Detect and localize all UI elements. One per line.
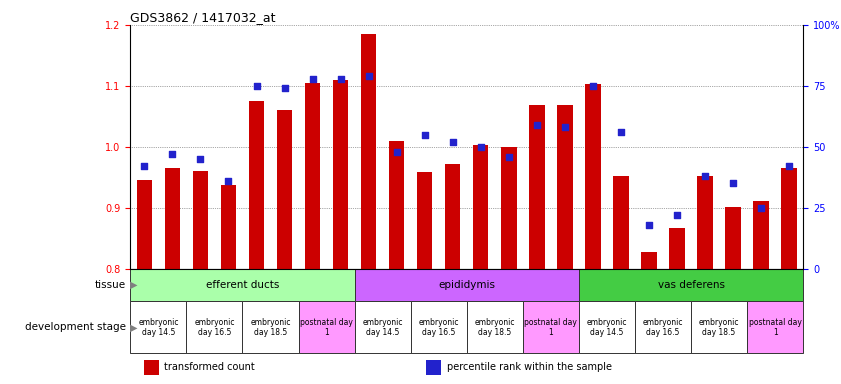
Bar bbox=[557, 106, 573, 269]
Bar bbox=[130, 269, 355, 301]
Bar bbox=[304, 83, 320, 269]
Point bbox=[278, 85, 291, 91]
Point bbox=[558, 124, 572, 131]
Point bbox=[138, 163, 151, 169]
Bar bbox=[242, 301, 299, 353]
Point bbox=[446, 139, 459, 145]
Bar bbox=[193, 171, 208, 269]
Text: embryonic
day 14.5: embryonic day 14.5 bbox=[587, 318, 627, 337]
Text: embryonic
day 16.5: embryonic day 16.5 bbox=[643, 318, 683, 337]
Bar bbox=[613, 175, 628, 269]
Point bbox=[334, 76, 347, 82]
Bar bbox=[445, 164, 460, 269]
Bar bbox=[417, 172, 432, 269]
Bar bbox=[725, 207, 741, 269]
Text: ▶: ▶ bbox=[130, 322, 138, 333]
Bar bbox=[355, 269, 579, 301]
Bar bbox=[426, 360, 442, 375]
Bar bbox=[641, 252, 657, 269]
Text: GDS3862 / 1417032_at: GDS3862 / 1417032_at bbox=[130, 11, 276, 24]
Text: embryonic
day 14.5: embryonic day 14.5 bbox=[362, 318, 403, 337]
Bar bbox=[523, 301, 579, 353]
Bar bbox=[299, 301, 355, 353]
Bar bbox=[473, 145, 489, 269]
Bar bbox=[144, 360, 159, 375]
Text: epididymis: epididymis bbox=[438, 280, 495, 290]
Bar bbox=[501, 147, 516, 269]
Bar bbox=[697, 175, 712, 269]
Point bbox=[727, 180, 740, 187]
Bar bbox=[691, 301, 747, 353]
Point bbox=[614, 129, 627, 135]
Point bbox=[698, 173, 711, 179]
Bar bbox=[410, 301, 467, 353]
Point bbox=[390, 149, 404, 155]
Bar bbox=[669, 228, 685, 269]
Bar bbox=[249, 101, 264, 269]
Bar bbox=[136, 180, 152, 269]
Text: embryonic
day 18.5: embryonic day 18.5 bbox=[474, 318, 515, 337]
Text: postnatal day
1: postnatal day 1 bbox=[525, 318, 577, 337]
Point bbox=[193, 156, 207, 162]
Point bbox=[474, 144, 488, 150]
Point bbox=[782, 163, 796, 169]
Text: embryonic
day 14.5: embryonic day 14.5 bbox=[138, 318, 178, 337]
Text: percentile rank within the sample: percentile rank within the sample bbox=[447, 362, 611, 372]
Text: embryonic
day 18.5: embryonic day 18.5 bbox=[251, 318, 291, 337]
Text: vas deferens: vas deferens bbox=[658, 280, 725, 290]
Bar bbox=[165, 168, 180, 269]
Bar bbox=[220, 185, 236, 269]
Bar bbox=[585, 84, 600, 269]
Bar bbox=[389, 141, 405, 269]
Bar bbox=[277, 110, 292, 269]
Text: embryonic
day 16.5: embryonic day 16.5 bbox=[419, 318, 459, 337]
Point bbox=[670, 212, 684, 218]
Point bbox=[306, 76, 320, 82]
Bar bbox=[187, 301, 242, 353]
Bar bbox=[781, 168, 796, 269]
Bar bbox=[467, 301, 523, 353]
Point bbox=[166, 151, 179, 157]
Text: embryonic
day 16.5: embryonic day 16.5 bbox=[194, 318, 235, 337]
Point bbox=[530, 122, 543, 128]
Bar bbox=[754, 200, 769, 269]
Point bbox=[643, 222, 656, 228]
Bar bbox=[579, 301, 635, 353]
Text: embryonic
day 18.5: embryonic day 18.5 bbox=[699, 318, 739, 337]
Text: tissue: tissue bbox=[95, 280, 126, 290]
Bar bbox=[355, 301, 410, 353]
Point bbox=[222, 178, 235, 184]
Text: development stage: development stage bbox=[25, 322, 126, 333]
Bar bbox=[361, 34, 376, 269]
Bar bbox=[130, 301, 187, 353]
Text: postnatal day
1: postnatal day 1 bbox=[300, 318, 353, 337]
Text: transformed count: transformed count bbox=[164, 362, 255, 372]
Bar bbox=[333, 80, 348, 269]
Text: efferent ducts: efferent ducts bbox=[206, 280, 279, 290]
Text: postnatal day
1: postnatal day 1 bbox=[748, 318, 801, 337]
Text: ▶: ▶ bbox=[130, 280, 138, 290]
Point bbox=[502, 154, 516, 160]
Point bbox=[418, 132, 431, 138]
Point bbox=[754, 205, 768, 211]
Point bbox=[250, 83, 263, 89]
Bar bbox=[747, 301, 803, 353]
Point bbox=[586, 83, 600, 89]
Point bbox=[362, 73, 375, 79]
Bar bbox=[529, 106, 544, 269]
Bar bbox=[635, 301, 691, 353]
Bar bbox=[579, 269, 803, 301]
